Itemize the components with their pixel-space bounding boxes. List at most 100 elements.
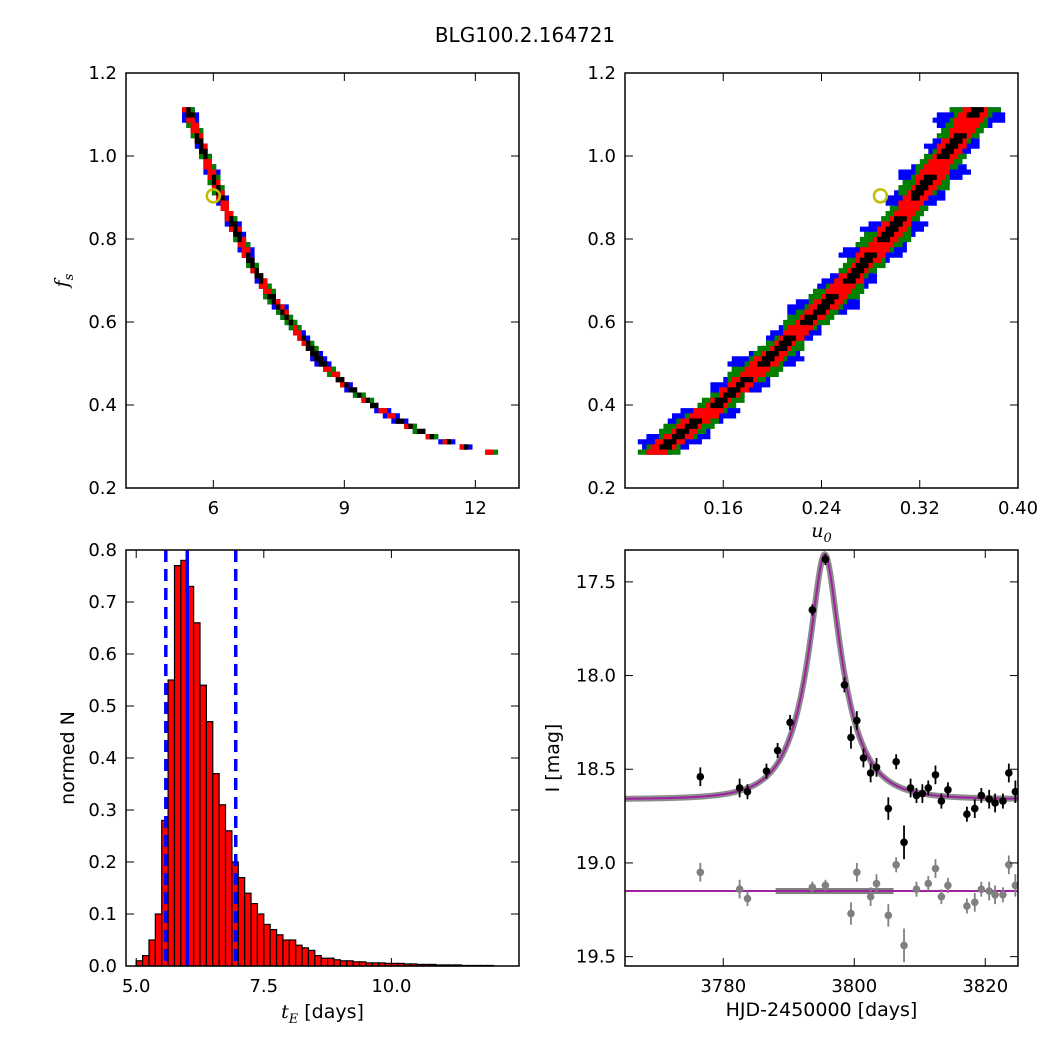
histogram-bar bbox=[263, 923, 271, 967]
y-tick-label: 0.2 bbox=[88, 852, 117, 873]
data-point bbox=[866, 769, 875, 777]
data-point bbox=[808, 606, 817, 614]
y-tick-label: 0.4 bbox=[88, 395, 117, 416]
x-tick-label: 3780 bbox=[700, 976, 746, 997]
histogram-bar bbox=[295, 944, 303, 967]
residual-point bbox=[696, 868, 705, 877]
data-point bbox=[735, 784, 744, 792]
histogram-bar bbox=[224, 830, 233, 967]
data-point bbox=[1005, 769, 1013, 777]
residual-point bbox=[1011, 881, 1018, 890]
data-point bbox=[859, 754, 868, 762]
histogram-bar bbox=[205, 720, 214, 967]
data-point bbox=[847, 733, 855, 742]
histogram-bar bbox=[237, 876, 246, 967]
data-point bbox=[840, 681, 849, 689]
y-tick-label: 0.6 bbox=[88, 312, 117, 333]
residual-point bbox=[866, 892, 875, 901]
histogram-bar bbox=[301, 947, 310, 967]
residual-point bbox=[931, 864, 940, 873]
histogram-bar bbox=[333, 959, 341, 967]
residual-point bbox=[735, 885, 744, 893]
histogram-bar bbox=[212, 772, 220, 967]
contour-level-black bbox=[659, 107, 984, 450]
histogram-bar bbox=[244, 892, 252, 967]
residual-point bbox=[924, 879, 933, 888]
y-tick-label: 0.6 bbox=[587, 312, 616, 333]
histogram-bar bbox=[269, 928, 278, 967]
y-tick-label: 0.6 bbox=[88, 644, 117, 665]
histogram-bar bbox=[275, 934, 284, 967]
x-tick-label: 7.5 bbox=[249, 976, 278, 997]
data-point bbox=[743, 787, 752, 796]
residual-point bbox=[821, 881, 830, 890]
histogram-bar bbox=[141, 954, 150, 967]
residual-point bbox=[808, 883, 817, 892]
histogram-bar bbox=[339, 960, 348, 967]
residual-point bbox=[985, 887, 993, 895]
histogram-bar bbox=[167, 679, 176, 967]
data-point bbox=[786, 718, 794, 727]
residual-point bbox=[963, 902, 971, 910]
y-tick-label: 0.0 bbox=[88, 956, 117, 977]
axes-frame bbox=[125, 72, 520, 489]
y-tick-label: 0.2 bbox=[88, 478, 117, 499]
residual-point bbox=[892, 861, 900, 869]
data-point bbox=[931, 771, 940, 779]
y-tick-label: 18.5 bbox=[576, 759, 616, 780]
x-tick-label: 12 bbox=[464, 498, 487, 519]
residual-point bbox=[977, 885, 986, 893]
y-tick-label: 1.2 bbox=[88, 63, 117, 84]
axis-label-main: f bbox=[51, 277, 73, 289]
data-point bbox=[924, 784, 933, 792]
panel-lightcurve: 3780 3800 3820 17.5 18.0 18.5 19.0 19.5 I [mag] H… bbox=[542, 549, 1019, 1021]
data-point bbox=[991, 799, 999, 807]
data-point bbox=[937, 797, 946, 805]
model-curve bbox=[625, 553, 1018, 800]
y-tick-label: 0.1 bbox=[88, 904, 117, 925]
data-point bbox=[912, 791, 921, 800]
data-series bbox=[696, 553, 1018, 860]
axis-label-sub: 0 bbox=[823, 531, 831, 546]
best-fit-marker bbox=[872, 188, 889, 204]
residual-point bbox=[884, 911, 893, 920]
y-tick-label: 0.2 bbox=[587, 478, 616, 499]
histogram-bar bbox=[173, 564, 182, 967]
x-axis-label: HJD-2450000 [days] bbox=[726, 999, 918, 1021]
axis-label-rest: [days] bbox=[298, 1001, 364, 1023]
axis-label-main: t bbox=[281, 1001, 289, 1023]
histogram-bar bbox=[135, 960, 144, 967]
residual-point bbox=[999, 890, 1007, 899]
x-tick-label: 6 bbox=[208, 498, 219, 519]
figure-title: BLG100.2.164721 bbox=[435, 23, 615, 47]
y-tick-label: 0.8 bbox=[88, 540, 117, 561]
histogram-bar bbox=[148, 939, 156, 967]
x-tick-label: 0.16 bbox=[703, 498, 743, 519]
x-tick-label: 9 bbox=[339, 498, 350, 519]
plot-area bbox=[625, 551, 1018, 963]
histogram-bar bbox=[288, 939, 297, 967]
histogram-bar bbox=[327, 957, 335, 967]
axes-frame bbox=[624, 549, 1019, 967]
histogram-bar bbox=[154, 913, 163, 967]
y-tick-label: 17.5 bbox=[576, 572, 616, 593]
data-point bbox=[906, 784, 915, 792]
y-tick-label: 0.5 bbox=[88, 696, 117, 717]
residual-point bbox=[944, 881, 952, 890]
data-point bbox=[872, 763, 881, 772]
residual-point bbox=[937, 892, 946, 901]
x-tick-label: 0.32 bbox=[900, 498, 940, 519]
data-point bbox=[999, 797, 1007, 805]
x-axis-label: u0 bbox=[811, 520, 832, 546]
residual-point bbox=[853, 868, 861, 877]
data-point bbox=[1011, 787, 1018, 796]
residual-point bbox=[900, 941, 908, 950]
x-tick-label: 0.24 bbox=[801, 498, 841, 519]
histogram-bar bbox=[307, 949, 316, 967]
residual-point bbox=[872, 879, 881, 888]
data-point bbox=[985, 795, 993, 804]
y-tick-label: 0.3 bbox=[88, 800, 117, 821]
y-axis-label: fs bbox=[51, 273, 77, 289]
